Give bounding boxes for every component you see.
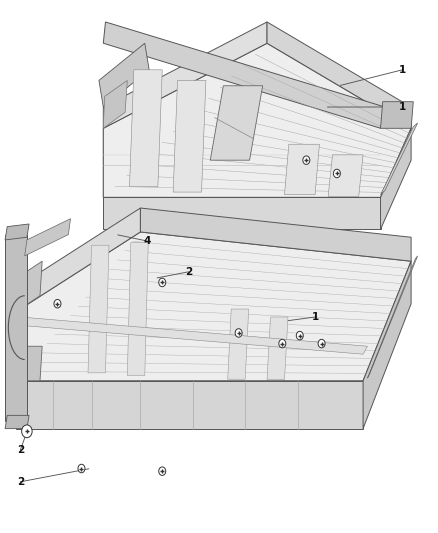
- Polygon shape: [210, 86, 263, 160]
- Polygon shape: [99, 43, 149, 107]
- Circle shape: [303, 156, 310, 165]
- Polygon shape: [127, 243, 148, 375]
- Polygon shape: [103, 22, 267, 128]
- Polygon shape: [267, 22, 411, 128]
- Polygon shape: [5, 224, 29, 240]
- Polygon shape: [367, 256, 418, 378]
- Polygon shape: [16, 232, 411, 381]
- Polygon shape: [141, 208, 411, 261]
- Text: 2: 2: [185, 267, 192, 277]
- Text: 1: 1: [399, 102, 406, 112]
- Text: 2: 2: [17, 445, 24, 455]
- Text: 4: 4: [143, 236, 151, 246]
- Polygon shape: [285, 144, 319, 195]
- Polygon shape: [5, 415, 29, 429]
- Polygon shape: [103, 197, 381, 229]
- Circle shape: [159, 467, 166, 475]
- Polygon shape: [103, 80, 127, 128]
- Polygon shape: [16, 317, 367, 354]
- Circle shape: [279, 340, 286, 348]
- Polygon shape: [16, 381, 363, 429]
- Polygon shape: [267, 317, 288, 379]
- Polygon shape: [381, 123, 418, 195]
- Polygon shape: [5, 235, 27, 421]
- Polygon shape: [381, 128, 411, 229]
- Polygon shape: [103, 22, 385, 128]
- Polygon shape: [328, 155, 363, 196]
- Polygon shape: [88, 245, 109, 373]
- Polygon shape: [173, 80, 206, 192]
- Polygon shape: [16, 346, 42, 381]
- Polygon shape: [381, 102, 413, 128]
- Circle shape: [78, 464, 85, 473]
- Polygon shape: [16, 208, 141, 312]
- Circle shape: [235, 329, 242, 337]
- Circle shape: [21, 425, 32, 438]
- Polygon shape: [130, 70, 162, 187]
- Polygon shape: [363, 261, 411, 429]
- Circle shape: [159, 278, 166, 287]
- Text: 1: 1: [311, 312, 319, 322]
- Polygon shape: [228, 309, 249, 379]
- Circle shape: [318, 340, 325, 348]
- Circle shape: [296, 332, 303, 340]
- Polygon shape: [16, 261, 42, 312]
- Circle shape: [54, 300, 61, 308]
- Circle shape: [333, 169, 340, 177]
- Text: 1: 1: [399, 65, 406, 75]
- Polygon shape: [103, 43, 411, 197]
- Polygon shape: [25, 219, 71, 256]
- Text: 2: 2: [17, 477, 24, 487]
